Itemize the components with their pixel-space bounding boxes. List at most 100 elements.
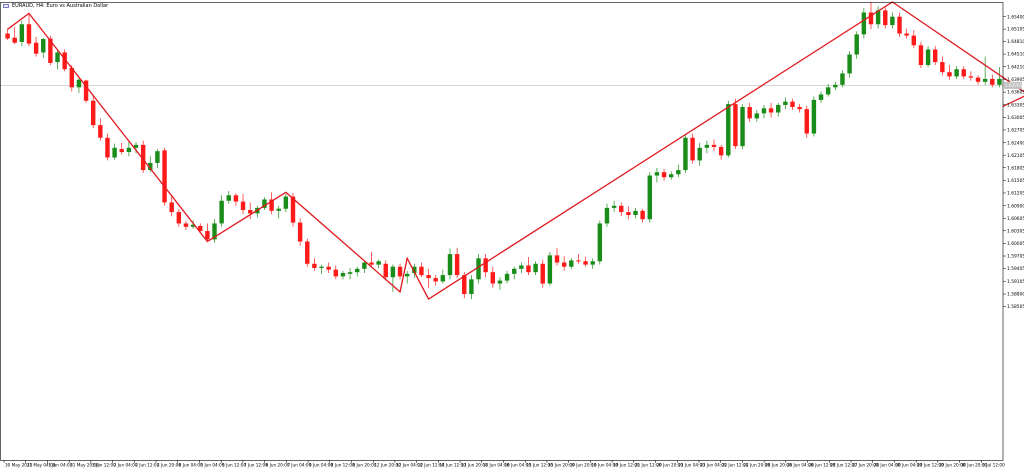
x-tick-label: 5 Jun 12:00 <box>222 463 246 468</box>
candle-body <box>376 261 380 264</box>
candle-body <box>769 108 773 112</box>
candle <box>698 143 702 166</box>
candle-body <box>98 125 102 138</box>
candle <box>483 254 487 277</box>
candle-body <box>77 80 81 88</box>
y-tick-label: 1.63605 <box>1007 90 1024 96</box>
candle <box>712 139 716 151</box>
candle-body <box>840 73 844 84</box>
candle <box>277 206 281 219</box>
candle-body <box>790 102 794 107</box>
candle <box>969 71 973 80</box>
candle <box>548 252 552 286</box>
candle-body <box>805 109 809 133</box>
candle <box>241 194 245 214</box>
candle-body <box>469 279 473 294</box>
candle-body <box>334 270 338 277</box>
candle-body <box>719 147 723 155</box>
candle-body <box>91 101 95 125</box>
candle-body <box>169 202 173 212</box>
chart-window-icon <box>3 4 9 8</box>
candle-body <box>20 24 24 42</box>
candle <box>105 134 109 161</box>
candle-body <box>733 104 737 146</box>
plot-frame <box>1 3 1004 461</box>
candle <box>455 248 459 278</box>
candle <box>833 82 837 90</box>
candle-body <box>990 79 994 85</box>
candle <box>184 220 188 230</box>
y-tick-label: 1.59405 <box>1007 266 1024 272</box>
candle <box>954 66 958 79</box>
candle <box>797 104 801 112</box>
candle <box>598 220 602 264</box>
candle <box>91 96 95 128</box>
candle-body <box>405 274 409 277</box>
x-tick-label: 7 Jun 04:00 <box>287 463 311 468</box>
candle <box>12 27 16 44</box>
candle <box>933 46 937 65</box>
candle <box>155 149 159 168</box>
candle-body <box>533 264 537 272</box>
candle <box>626 207 630 220</box>
y-tick-label: 1.58505 <box>1007 304 1024 310</box>
y-tick-label: 1.64210 <box>1007 64 1024 70</box>
candle-body <box>655 172 659 175</box>
candle-body <box>112 148 116 158</box>
candle-body <box>441 275 445 281</box>
candle-body <box>576 260 580 261</box>
candle-body <box>498 281 502 284</box>
candle <box>919 42 923 68</box>
candle-body <box>34 43 38 54</box>
candle <box>326 263 330 274</box>
y-tick-label: 1.59705 <box>1007 254 1024 260</box>
candle-body <box>783 102 787 105</box>
x-tick-label: 1 Jun 12:00 <box>92 463 116 468</box>
candle <box>469 275 473 299</box>
candle <box>112 144 116 160</box>
candle <box>783 97 787 109</box>
candle <box>883 7 887 28</box>
y-tick-label: 1.60900 <box>1007 203 1024 209</box>
candle-body <box>976 78 980 82</box>
x-tick-label: 8 Jun 12:00 <box>331 463 355 468</box>
candle-body <box>669 174 673 177</box>
candle-body <box>569 260 573 266</box>
candle-body <box>369 263 373 265</box>
x-tick-label: 9 Jun 04:00 <box>309 463 333 468</box>
candle-body <box>284 197 288 209</box>
zigzag-line <box>8 2 1024 299</box>
candle <box>897 13 901 37</box>
candle-body <box>505 274 509 281</box>
candle <box>890 13 894 29</box>
candle <box>341 271 345 279</box>
candle <box>41 38 45 58</box>
y-tick-label: 1.65400 <box>1007 14 1024 20</box>
candle <box>926 46 930 67</box>
x-tick-label: 2 Jun 20:00 <box>157 463 181 468</box>
candle <box>755 110 759 122</box>
y-tick-label: 1.61505 <box>1007 178 1024 184</box>
candle-body <box>541 264 545 284</box>
candle-body <box>526 265 530 272</box>
candle-body <box>105 138 109 158</box>
candle <box>334 265 338 279</box>
candle <box>512 267 516 280</box>
candle-body <box>319 267 323 268</box>
x-tick-label: 6 Jun 20:00 <box>266 463 290 468</box>
candle-body <box>426 275 430 278</box>
candle-body <box>747 107 751 118</box>
candle-body <box>619 206 623 212</box>
y-tick-label: 1.60605 <box>1007 216 1024 222</box>
candle <box>769 103 773 118</box>
x-tick-label: 7 Jun 12:00 <box>244 463 268 468</box>
candle-body <box>248 210 252 213</box>
candle <box>583 257 587 267</box>
candle <box>619 202 623 216</box>
y-tick-label: 1.62105 <box>1007 153 1024 159</box>
candle-body <box>162 150 166 202</box>
x-tick-label: 5 Jun 04:00 <box>200 463 224 468</box>
candle <box>719 145 723 160</box>
y-tick-label: 1.61205 <box>1007 191 1024 197</box>
